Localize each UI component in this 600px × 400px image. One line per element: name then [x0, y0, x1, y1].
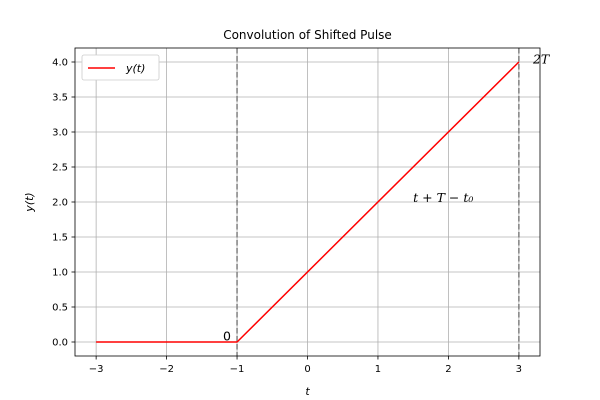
- x-tick-label: −1: [230, 364, 245, 375]
- y-tick-label: 4.0: [52, 58, 68, 69]
- y-tick-label: 3.0: [52, 128, 68, 139]
- legend-box: [81, 54, 160, 81]
- x-tick-label: −3: [89, 364, 104, 375]
- y-axis-label: y(t): [23, 192, 36, 212]
- x-tick-label: 3: [516, 364, 522, 375]
- y-tick-label: 1.5: [52, 233, 68, 244]
- x-tick-label: −2: [159, 364, 174, 375]
- annotation-label: 0: [223, 329, 231, 344]
- axis-ticks: −3 −2 −1 0 1 2 3 0.0 0.5 1.0 1.5 2.0 2.5 3.0 3.5 4.0: [52, 58, 522, 376]
- y-tick-label: 0.0: [52, 338, 68, 349]
- annotation-label: 2T: [532, 51, 551, 66]
- annotation-label: t + T − t₀: [413, 190, 473, 205]
- y-tick-label: 0.5: [52, 303, 68, 314]
- y-tick-label: 2.0: [52, 198, 68, 209]
- legend-label: y(t): [125, 62, 145, 75]
- x-tick-label: 2: [445, 364, 451, 375]
- y-tick-label: 1.0: [52, 268, 68, 279]
- y-tick-label: 2.5: [52, 163, 68, 174]
- annotations: 0 t + T − t₀ 2T: [223, 51, 551, 343]
- x-tick-label: 1: [375, 364, 381, 375]
- series-line-y-of-t: [96, 61, 520, 343]
- chart-title: Convolution of Shifted Pulse: [223, 28, 392, 42]
- x-axis-label: t: [305, 385, 310, 398]
- y-tick-label: 3.5: [52, 93, 68, 104]
- legend: y(t): [81, 54, 160, 81]
- x-tick-label: 0: [304, 364, 310, 375]
- vertical-reference-lines: [236, 48, 520, 356]
- series-lines: [96, 61, 520, 343]
